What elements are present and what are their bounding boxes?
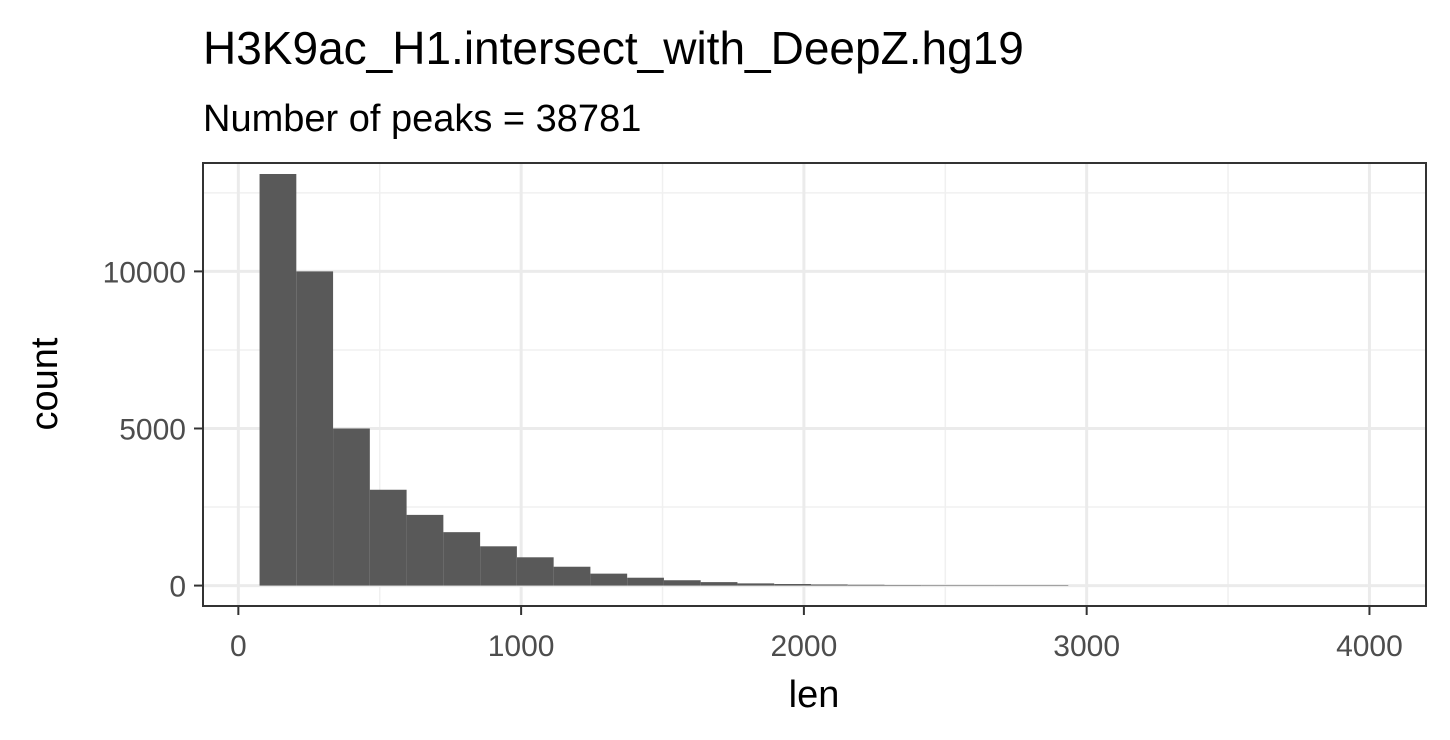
x-axis-title: len [789, 674, 840, 716]
y-tick-label: 5000 [119, 413, 186, 446]
histogram-bar [994, 585, 1032, 586]
x-tick-label: 2000 [771, 630, 838, 663]
plot-border [202, 162, 1427, 607]
y-tick-label: 10000 [103, 256, 186, 289]
histogram-bar [516, 557, 554, 586]
histogram-bar [958, 585, 995, 586]
minor-gridlines [203, 163, 1426, 606]
x-tick-label: 0 [230, 630, 247, 663]
x-tick-label: 1000 [488, 630, 555, 663]
histogram-bars [259, 173, 1069, 586]
histogram-bar [627, 577, 664, 586]
histogram-bar [259, 173, 297, 586]
histogram-bar [847, 584, 885, 586]
histogram-bar [737, 583, 775, 586]
histogram-bar [443, 532, 481, 586]
x-tick-label: 3000 [1053, 630, 1120, 663]
chart-subtitle: Number of peaks = 38781 [203, 98, 641, 140]
histogram-bar [810, 584, 848, 586]
histogram-bar [663, 580, 701, 586]
x-tick-label: 4000 [1336, 630, 1403, 663]
histogram-bar [884, 585, 922, 586]
histogram-bar [921, 585, 959, 586]
histogram-bar [553, 566, 591, 586]
histogram-bar [1031, 585, 1069, 586]
histogram-bar [590, 573, 628, 586]
histogram-bar [296, 271, 334, 586]
histogram-bar [774, 584, 811, 586]
histogram-bar [333, 428, 370, 586]
x-axis-ticks: 0 1000 2000 3000 4000 [230, 606, 1403, 663]
histogram-bar [700, 582, 738, 586]
major-gridlines [203, 163, 1426, 606]
y-axis-title: count [24, 337, 66, 430]
histogram-bar [406, 514, 444, 586]
histogram-bar [480, 546, 517, 586]
y-tick-label: 0 [169, 571, 186, 604]
chart-title: H3K9ac_H1.intersect_with_DeepZ.hg19 [203, 22, 1024, 74]
y-axis-ticks: 0 5000 10000 [103, 256, 203, 604]
histogram-bar [369, 489, 407, 586]
